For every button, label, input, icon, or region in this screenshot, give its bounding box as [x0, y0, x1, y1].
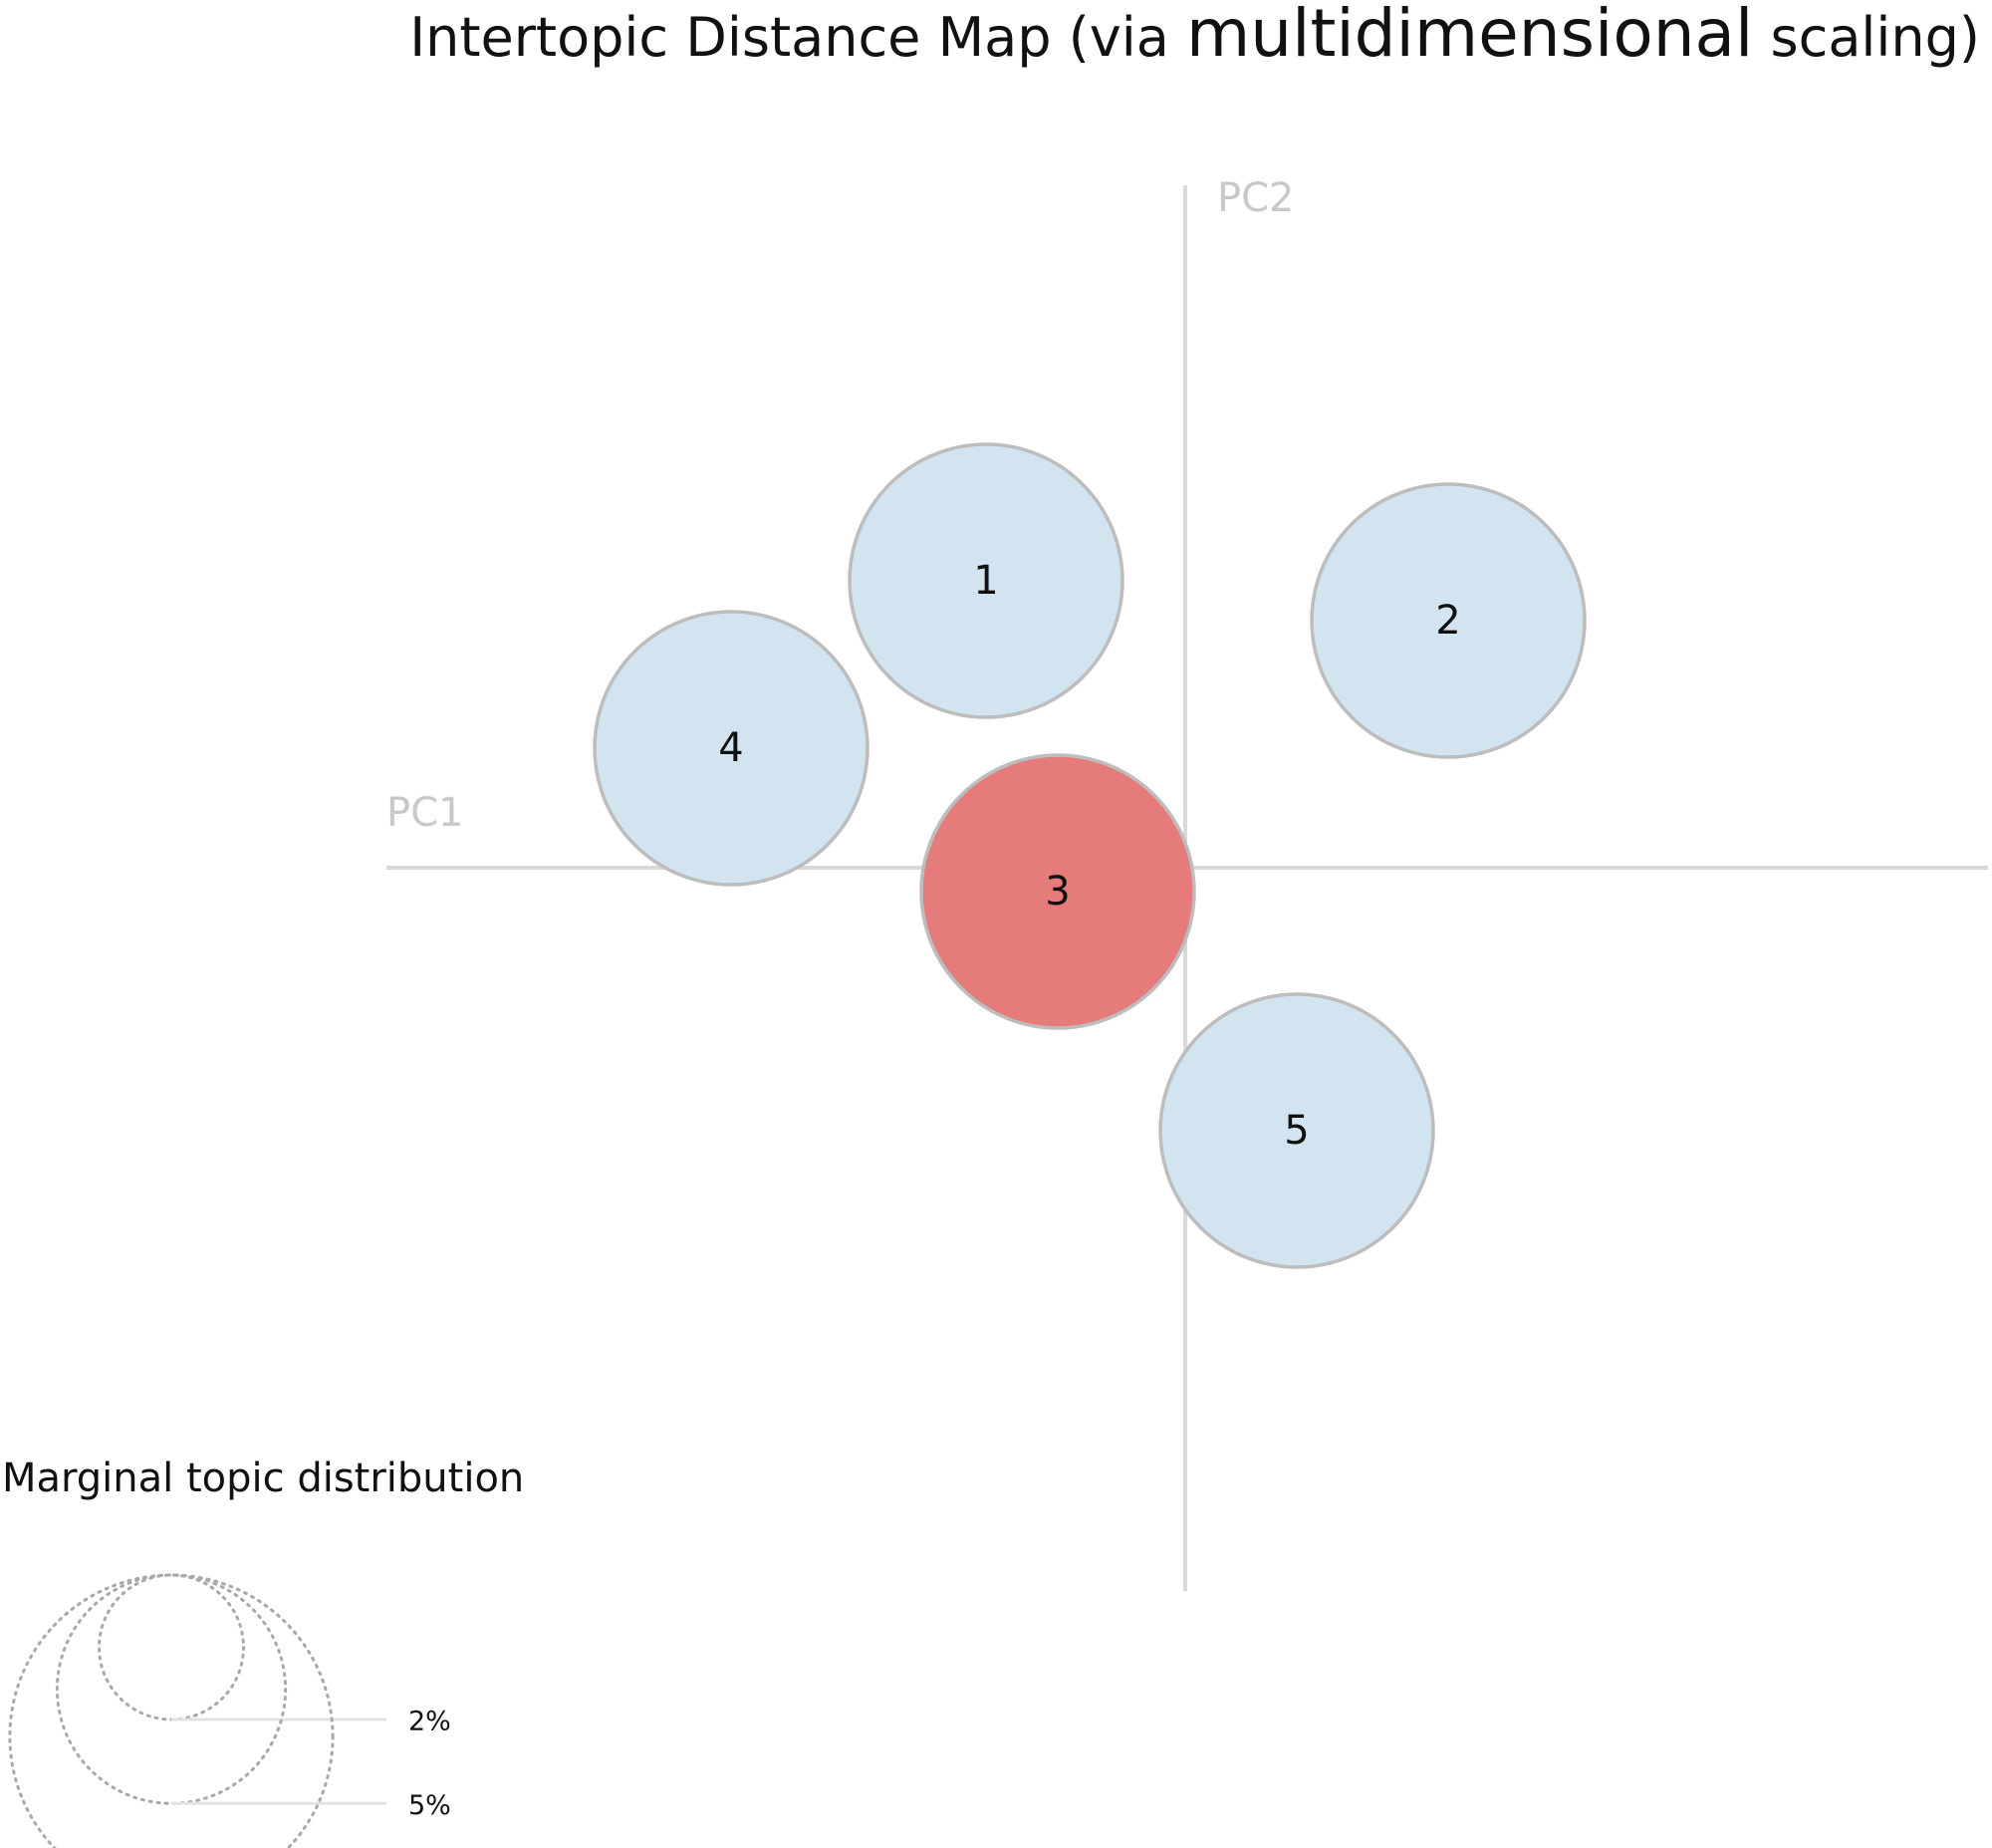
- legend-circle-10: [8, 1573, 335, 1848]
- legend-label-2: 2%: [408, 1707, 451, 1737]
- topic-bubble-1[interactable]: 1: [848, 442, 1124, 719]
- topic-bubble-2[interactable]: 2: [1310, 482, 1587, 759]
- topic-circle-5[interactable]: [1158, 992, 1435, 1269]
- chart-title-part-3: scaling): [1753, 6, 1980, 69]
- topic-circle-1[interactable]: [848, 442, 1124, 719]
- topic-bubble-4[interactable]: 4: [593, 610, 870, 887]
- legend-title: Marginal topic distribution: [2, 1455, 524, 1501]
- pc1-axis-label: PC1: [386, 790, 464, 836]
- topic-label-3: 3: [1045, 869, 1070, 915]
- topic-label-1: 1: [973, 558, 998, 604]
- chart-title-part-2: multidimensional: [1186, 0, 1753, 72]
- legend-circle-5: [55, 1573, 288, 1805]
- topic-circle-3[interactable]: [919, 753, 1196, 1030]
- marginal-distribution-legend: 2%5%10%: [8, 1573, 451, 1848]
- topic-circle-2[interactable]: [1310, 482, 1587, 759]
- chart-title-part-1: Intertopic Distance Map (via: [409, 6, 1186, 69]
- topic-bubbles: 1 2 3 4 5: [593, 442, 1587, 1269]
- topic-label-4: 4: [718, 725, 743, 771]
- legend-label-5: 5%: [408, 1790, 451, 1821]
- topic-label-2: 2: [1435, 598, 1460, 644]
- legend-circle-2: [98, 1573, 245, 1721]
- chart-title: Intertopic Distance Map (via multidimens…: [409, 0, 1980, 72]
- topic-bubble-3[interactable]: 3: [919, 753, 1196, 1030]
- topic-circle-4[interactable]: [593, 610, 870, 887]
- topic-bubble-5[interactable]: 5: [1158, 992, 1435, 1269]
- topic-label-5: 5: [1284, 1108, 1309, 1154]
- pc2-axis-label: PC2: [1217, 175, 1295, 221]
